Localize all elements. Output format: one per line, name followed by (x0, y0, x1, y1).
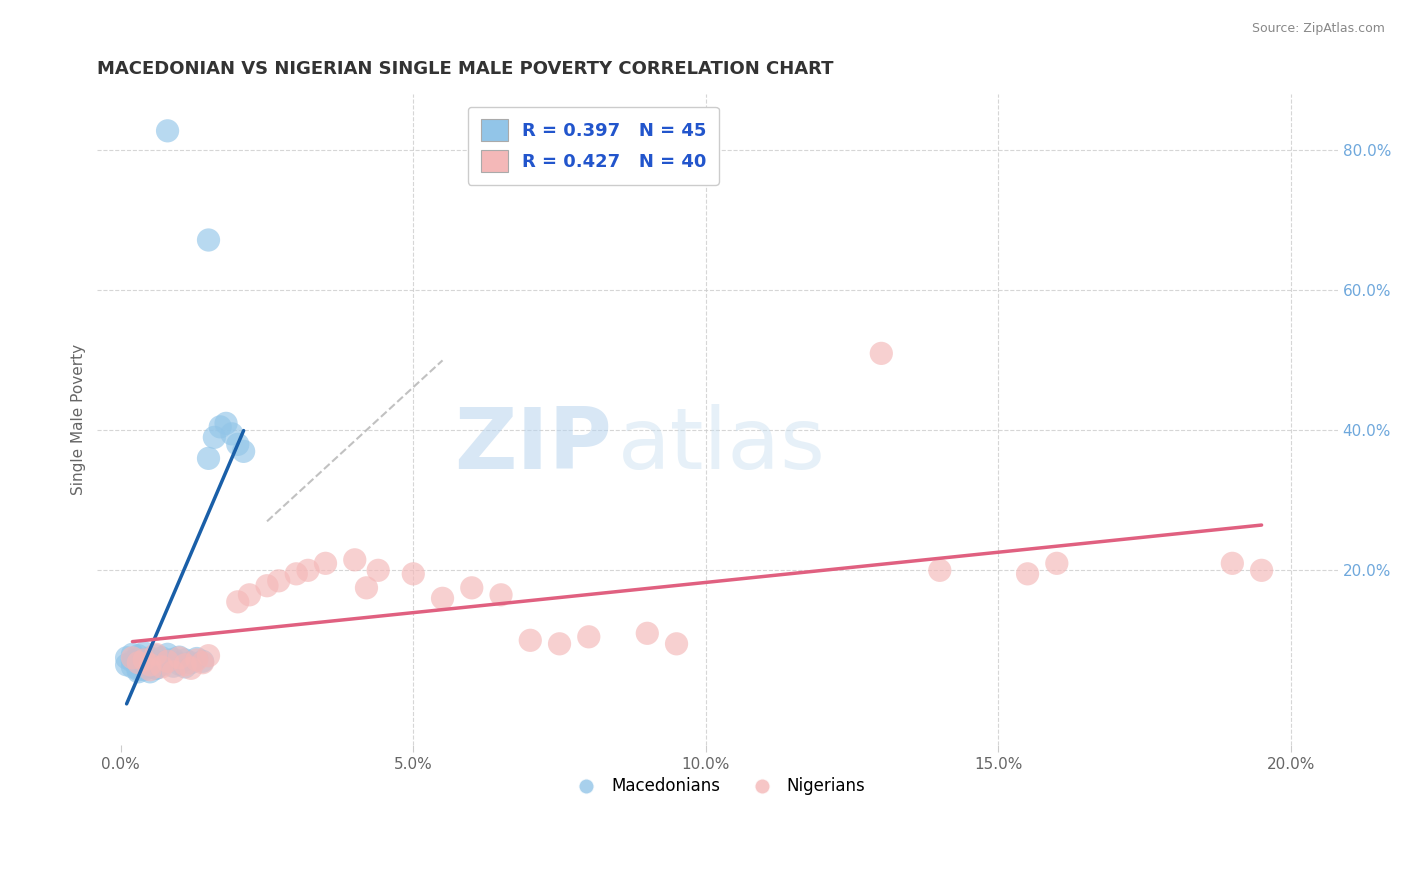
Point (121, 648, 143, 662)
Point (139, 654, 162, 668)
Point (870, 346, 893, 360)
Point (209, 420, 232, 434)
Point (221, 426, 243, 441)
Point (343, 553, 366, 567)
Point (145, 648, 167, 663)
Point (145, 648, 167, 662)
Point (636, 626, 658, 640)
Point (174, 657, 197, 672)
Point (139, 665, 162, 679)
Point (197, 648, 219, 663)
Text: Source: ZipAtlas.com: Source: ZipAtlas.com (1251, 22, 1385, 36)
Point (134, 653, 156, 667)
Point (145, 661, 167, 675)
Point (928, 563, 950, 577)
Point (167, 650, 190, 665)
Point (186, 653, 208, 667)
Point (162, 659, 184, 673)
Point (156, 654, 179, 668)
Point (367, 563, 389, 577)
Text: atlas: atlas (619, 404, 827, 487)
Point (121, 650, 143, 665)
Point (127, 648, 149, 663)
Point (162, 665, 184, 679)
Point (162, 652, 184, 666)
Point (238, 588, 260, 602)
Point (121, 654, 143, 668)
Point (519, 633, 541, 648)
Point (191, 656, 214, 670)
Point (167, 657, 190, 672)
Point (174, 660, 197, 674)
Point (548, 637, 571, 651)
Point (150, 660, 173, 674)
Point (215, 417, 238, 431)
Point (180, 656, 202, 670)
Point (1220, 557, 1243, 571)
Point (191, 654, 214, 668)
Point (156, 648, 179, 662)
Point (121, 660, 143, 674)
Legend: Macedonians, Nigerians: Macedonians, Nigerians (562, 771, 872, 802)
Point (186, 651, 208, 665)
Point (134, 657, 156, 672)
Point (134, 646, 156, 660)
Text: MACEDONIAN VS NIGERIAN SINGLE MALE POVERTY CORRELATION CHART: MACEDONIAN VS NIGERIAN SINGLE MALE POVER… (97, 60, 834, 78)
Point (461, 581, 484, 595)
Point (226, 437, 249, 451)
Point (297, 563, 319, 577)
Point (145, 656, 167, 670)
Point (115, 650, 138, 665)
Point (127, 665, 149, 679)
Point (267, 574, 290, 588)
Point (156, 654, 179, 668)
Point (356, 581, 378, 595)
Point (134, 663, 156, 677)
Point (232, 444, 254, 458)
Point (578, 630, 600, 644)
Y-axis label: Single Male Poverty: Single Male Poverty (72, 344, 86, 495)
Point (197, 451, 219, 466)
Point (150, 657, 173, 672)
Point (139, 650, 162, 665)
Point (174, 653, 197, 667)
Point (156, 124, 179, 138)
Point (1017, 566, 1039, 581)
Point (402, 566, 425, 581)
Point (134, 653, 156, 667)
Point (285, 566, 308, 581)
Point (197, 233, 219, 247)
Point (167, 650, 190, 665)
Point (1250, 563, 1272, 577)
Point (180, 661, 202, 675)
Point (432, 591, 454, 606)
Point (202, 430, 225, 444)
Point (127, 663, 149, 677)
Point (134, 660, 156, 674)
Point (127, 656, 149, 670)
Point (127, 656, 149, 670)
Point (139, 657, 162, 672)
Point (665, 637, 688, 651)
Point (256, 579, 278, 593)
Point (139, 663, 162, 677)
Text: ZIP: ZIP (454, 404, 612, 487)
Point (489, 588, 512, 602)
Point (315, 557, 337, 571)
Point (1046, 557, 1069, 571)
Point (139, 660, 162, 674)
Point (226, 595, 249, 609)
Point (115, 657, 138, 672)
Point (127, 661, 149, 675)
Point (145, 661, 167, 675)
Point (150, 650, 173, 665)
